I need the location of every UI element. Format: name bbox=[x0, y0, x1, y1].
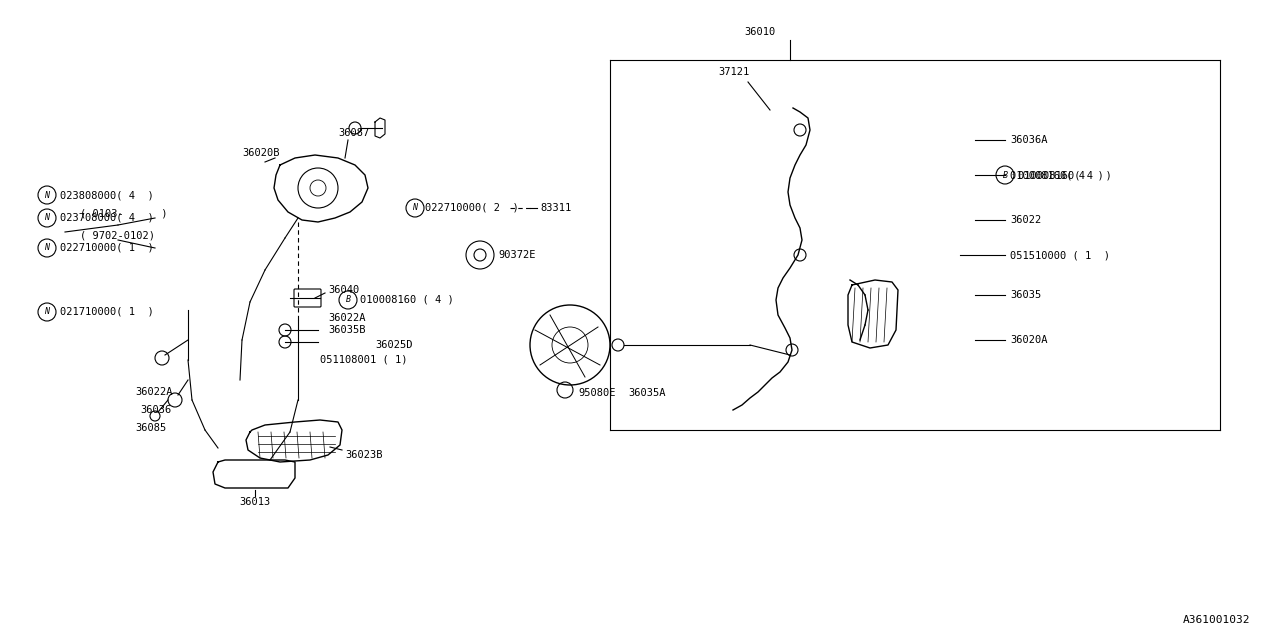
Text: 90372E: 90372E bbox=[498, 250, 535, 260]
Text: 36025D: 36025D bbox=[375, 340, 412, 350]
Text: N: N bbox=[45, 243, 50, 253]
FancyBboxPatch shape bbox=[294, 289, 321, 307]
Text: 36022: 36022 bbox=[1010, 215, 1041, 225]
Text: 010008160( 4  ): 010008160( 4 ) bbox=[1018, 170, 1112, 180]
Text: 36022A: 36022A bbox=[328, 313, 366, 323]
Text: 36023B: 36023B bbox=[346, 450, 383, 460]
Text: N: N bbox=[45, 191, 50, 200]
Text: 010008160 ( 4 ): 010008160 ( 4 ) bbox=[360, 295, 453, 305]
Text: N: N bbox=[412, 204, 417, 212]
Text: 022710000( 2  ): 022710000( 2 ) bbox=[425, 203, 518, 213]
Text: ( 0103-      ): ( 0103- ) bbox=[79, 208, 168, 218]
Text: N: N bbox=[45, 214, 50, 223]
Text: 36010: 36010 bbox=[745, 27, 776, 37]
Text: B: B bbox=[1002, 170, 1007, 179]
Text: 022710000( 1  ): 022710000( 1 ) bbox=[60, 243, 154, 253]
Text: 010008160( 4  ): 010008160( 4 ) bbox=[1010, 170, 1103, 180]
Text: 36022A: 36022A bbox=[134, 387, 173, 397]
Text: 36040: 36040 bbox=[328, 285, 360, 295]
Text: 36013: 36013 bbox=[239, 497, 270, 507]
Text: 051108001 ( 1): 051108001 ( 1) bbox=[320, 355, 407, 365]
Text: 36035A: 36035A bbox=[628, 388, 666, 398]
Text: 36035: 36035 bbox=[1010, 290, 1041, 300]
Text: 051510000 ( 1  ): 051510000 ( 1 ) bbox=[1010, 250, 1110, 260]
Text: 36036A: 36036A bbox=[1010, 135, 1047, 145]
Text: B: B bbox=[346, 296, 351, 305]
Text: A361001032: A361001032 bbox=[1183, 615, 1251, 625]
Text: 95080E: 95080E bbox=[579, 388, 616, 398]
Text: ( 9702-0102): ( 9702-0102) bbox=[79, 230, 155, 240]
Text: 37121: 37121 bbox=[718, 67, 749, 77]
Text: 36035B: 36035B bbox=[328, 325, 366, 335]
Text: 36087: 36087 bbox=[338, 128, 369, 138]
Text: 83311: 83311 bbox=[540, 203, 571, 213]
Text: N: N bbox=[45, 307, 50, 317]
Text: 36085: 36085 bbox=[134, 423, 166, 433]
Text: 023808000( 4  ): 023808000( 4 ) bbox=[60, 190, 154, 200]
Text: 36020A: 36020A bbox=[1010, 335, 1047, 345]
Text: 021710000( 1  ): 021710000( 1 ) bbox=[60, 307, 154, 317]
Text: 36036: 36036 bbox=[140, 405, 172, 415]
Text: 023708000( 4  ): 023708000( 4 ) bbox=[60, 213, 154, 223]
Text: 36020B: 36020B bbox=[242, 148, 279, 158]
